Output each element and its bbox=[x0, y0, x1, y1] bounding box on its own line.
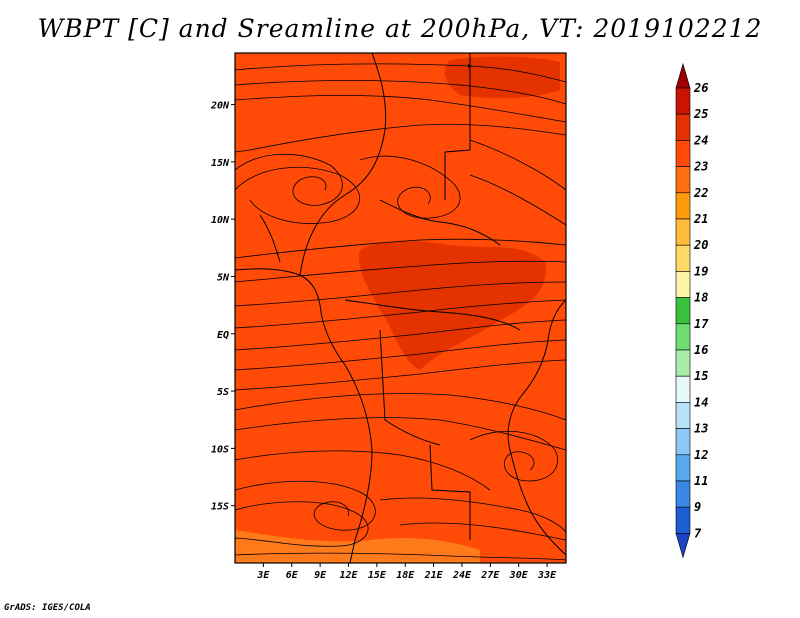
colorbar: 26 25 24 23 22 21 20 19 18 17 16 15 14 13 12 11 9 7 bbox=[675, 62, 709, 559]
colorbar-bottom-triangle bbox=[675, 533, 691, 559]
lat-tick-label: 10S bbox=[211, 444, 229, 455]
colorbar-segment bbox=[675, 218, 691, 246]
colorbar-label: 7 bbox=[694, 526, 702, 540]
colorbar-label: 14 bbox=[694, 395, 708, 409]
map-frame bbox=[234, 52, 567, 564]
colorbar-segment bbox=[675, 192, 691, 220]
streamlines bbox=[235, 63, 566, 561]
lon-tick-label: 6E bbox=[286, 570, 299, 581]
lat-tick-label: 20N bbox=[210, 101, 230, 112]
map-plot-area bbox=[234, 52, 567, 564]
colorbar-segment bbox=[675, 87, 691, 115]
colorbar-top-triangle bbox=[675, 62, 691, 89]
latitude-axis: 20N 15N 10N 5N EQ 5S 10S 15S bbox=[210, 101, 235, 513]
colorbar-label: 20 bbox=[693, 238, 708, 252]
lon-tick-label: 24E bbox=[452, 570, 472, 581]
colorbar-label: 22 bbox=[693, 186, 708, 200]
colorbar-segment bbox=[675, 349, 691, 377]
lat-tick-label: 15N bbox=[211, 158, 230, 169]
colorbar-label: 15 bbox=[694, 369, 708, 383]
longitude-axis: 3E 6E 9E 12E 15E 18E 21E 24E 27E 30E 33E bbox=[256, 563, 557, 581]
colorbar-label: 21 bbox=[693, 212, 708, 226]
lon-tick-label: 15E bbox=[368, 570, 387, 581]
colorbar-segment bbox=[675, 428, 691, 456]
colorbar-label: 23 bbox=[693, 160, 708, 174]
colorbar-segment bbox=[675, 323, 691, 351]
lon-tick-label: 30E bbox=[509, 570, 529, 581]
colorbar-segment bbox=[675, 480, 691, 508]
colorbar-label: 13 bbox=[694, 422, 708, 436]
wbpt-24-contour-area-north bbox=[444, 56, 560, 99]
colorbar-label: 16 bbox=[694, 343, 708, 357]
colorbar-segment bbox=[675, 402, 691, 429]
colorbar-segment bbox=[675, 454, 691, 482]
colorbar-segment bbox=[675, 244, 691, 272]
colorbar-segment bbox=[675, 113, 691, 141]
lon-tick-label: 21E bbox=[424, 570, 444, 581]
colorbar-segment bbox=[675, 271, 691, 298]
colorbar-segment bbox=[675, 166, 691, 194]
lat-tick-label: 10N bbox=[211, 215, 230, 226]
chart-title: WBPT [C] and Sreamline at 200hPa, VT: 20… bbox=[37, 14, 763, 43]
grads-credit: GrADS: IGES/COLA bbox=[4, 603, 91, 613]
lat-tick-label: 5N bbox=[217, 272, 230, 283]
wbpt-24-contour-area bbox=[359, 241, 546, 370]
lat-tick-label: 15S bbox=[211, 502, 229, 513]
colorbar-label: 18 bbox=[694, 291, 708, 305]
lon-tick-label: 33E bbox=[537, 570, 557, 581]
colorbar-label: 26 bbox=[693, 81, 708, 95]
lat-tick-label: EQ bbox=[217, 330, 229, 341]
colorbar-segment bbox=[675, 506, 691, 534]
colorbar-segment bbox=[675, 140, 691, 167]
lon-tick-label: 9E bbox=[314, 570, 327, 581]
colorbar-label: 12 bbox=[694, 448, 708, 462]
colorbar-label: 24 bbox=[693, 133, 708, 147]
colorbar-label: 25 bbox=[693, 107, 708, 121]
lon-tick-label: 3E bbox=[256, 570, 270, 581]
lon-tick-label: 18E bbox=[396, 570, 415, 581]
country-borders bbox=[235, 53, 566, 563]
lat-tick-label: 5S bbox=[217, 387, 229, 398]
lon-tick-label: 12E bbox=[339, 570, 358, 581]
colorbar-label: 9 bbox=[694, 500, 701, 514]
colorbar-label: 17 bbox=[694, 317, 709, 331]
colorbar-label: 11 bbox=[694, 474, 708, 488]
colorbar-segment bbox=[675, 297, 691, 325]
colorbar-label: 19 bbox=[694, 264, 708, 278]
lon-tick-label: 27E bbox=[480, 570, 500, 581]
colorbar-segment bbox=[675, 375, 691, 403]
